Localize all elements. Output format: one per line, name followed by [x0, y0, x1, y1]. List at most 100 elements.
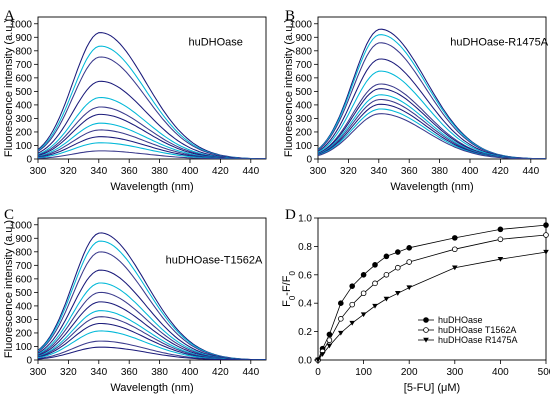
spectra-b	[318, 28, 546, 159]
y-tick-label-c: 200	[15, 328, 32, 339]
x-tick-label-d: 300	[446, 367, 463, 378]
y-tick-label-b: 0	[306, 155, 312, 166]
y-axis-label-a: Fluorescence intensity (a.u.)	[3, 19, 15, 157]
series-label-c: huDHOase-T1562A	[166, 254, 263, 266]
y-tick-label-a: 300	[15, 114, 32, 125]
spectrum-curve-c	[38, 346, 266, 360]
data-point	[372, 262, 378, 268]
data-point	[326, 331, 333, 338]
x-tick-label-a: 340	[90, 166, 107, 177]
y-tick-label-c: 600	[15, 274, 32, 285]
x-axis-label-b: Wavelength (nm)	[390, 181, 473, 193]
plot-frame-d	[317, 217, 547, 361]
y-tick-label-c: 500	[15, 288, 32, 299]
plot-frame-b	[317, 16, 547, 160]
x-tick-label-c: 420	[212, 367, 229, 378]
x-axis-label-a: Wavelength (nm)	[110, 181, 193, 193]
y-tick-label-c: 0	[26, 356, 32, 367]
x-tick-label-d: 200	[401, 367, 418, 378]
x-tick-label-c: 340	[90, 367, 107, 378]
y-tick-label-d: 0.4	[298, 299, 312, 310]
x-tick-label-a: 300	[30, 166, 47, 177]
data-point	[394, 264, 401, 271]
y-tick-label-d: 0.6	[298, 270, 312, 281]
data-point	[360, 290, 367, 297]
x-tick-label-d: 0	[315, 367, 321, 378]
y-tick-label-c: 800	[15, 247, 32, 258]
spectra-c	[38, 232, 266, 360]
data-point	[452, 265, 458, 271]
x-axis-label-c: Wavelength (nm)	[110, 382, 193, 394]
x-tick-label-b: 380	[431, 166, 448, 177]
x-axis-label-d: [5-FU] (μM)	[404, 382, 460, 394]
legend-label: huDHOase T1562A	[438, 325, 516, 335]
data-point	[497, 256, 504, 262]
panel-letter-d: D	[285, 207, 296, 223]
y-tick-label-b: 400	[295, 100, 312, 111]
y-tick-label-b: 700	[295, 60, 312, 71]
y-tick-label-b: 500	[295, 87, 312, 98]
x-tick-label-b: 340	[370, 166, 387, 177]
y-tick-label-d: 0.8	[298, 242, 312, 253]
y-axis-label-b: Fluorescence intensity (a.u.)	[283, 19, 295, 157]
x-tick-label-d: 100	[355, 367, 372, 378]
spectrum-curve-b	[318, 58, 546, 159]
data-point	[406, 245, 413, 251]
series-1	[315, 222, 549, 363]
data-point	[315, 357, 321, 363]
data-point	[349, 320, 355, 326]
y-tick-label-c: 400	[15, 301, 32, 312]
data-point	[406, 259, 413, 265]
y-tick-label-b: 200	[295, 127, 312, 138]
data-point	[497, 226, 504, 233]
spectrum-curve-c	[38, 330, 266, 360]
x-tick-label-a: 360	[121, 166, 138, 177]
y-tick-label-c: 300	[15, 315, 32, 326]
panel-letter-a: A	[4, 8, 15, 24]
data-point	[543, 232, 549, 238]
data-point	[383, 253, 390, 260]
data-point	[394, 249, 401, 255]
y-tick-label-a: 400	[15, 100, 32, 111]
y-tick-label-b: 900	[295, 33, 312, 44]
y-tick-label-a: 900	[15, 33, 32, 44]
plot-frame-a	[37, 16, 267, 160]
y-axis-label-d: F0-F/F0	[281, 271, 297, 307]
y-tick-label-d: 0.0	[298, 356, 312, 367]
y-tick-label-a: 200	[15, 127, 32, 138]
data-point	[543, 222, 549, 228]
data-point	[451, 246, 458, 253]
data-point	[337, 316, 344, 322]
data-point	[337, 300, 344, 307]
x-tick-label-c: 300	[30, 367, 47, 378]
y-tick-label-a: 500	[15, 87, 32, 98]
x-tick-label-b: 360	[401, 166, 418, 177]
x-tick-label-d: 500	[538, 367, 550, 378]
spectrum-curve-a	[38, 113, 266, 159]
y-tick-label-c: 900	[15, 234, 32, 245]
y-tick-label-b: 300	[295, 114, 312, 125]
series-label-a: huDHOase	[188, 36, 242, 48]
x-tick-label-b: 400	[462, 166, 479, 177]
y-tick-label-c: 700	[15, 261, 32, 272]
spectrum-curve-a	[38, 150, 266, 159]
x-tick-label-b: 420	[492, 166, 509, 177]
x-tick-label-b: 300	[310, 166, 327, 177]
data-point	[338, 330, 344, 336]
x-tick-label-a: 320	[60, 166, 77, 177]
data-point	[360, 312, 367, 318]
x-tick-label-a: 440	[242, 166, 259, 177]
y-tick-label-c: 1000	[10, 220, 33, 231]
y-tick-label-a: 1000	[10, 19, 33, 30]
data-point	[326, 343, 333, 349]
data-point	[423, 317, 429, 323]
legend-label: huDHOase	[438, 315, 483, 325]
x-tick-label-d: 400	[492, 367, 509, 378]
data-point	[383, 296, 390, 302]
spectrum-curve-b	[318, 113, 546, 159]
y-tick-label-a: 0	[26, 155, 32, 166]
series-3	[315, 249, 549, 363]
x-tick-label-c: 440	[242, 367, 259, 378]
data-point	[423, 337, 429, 343]
